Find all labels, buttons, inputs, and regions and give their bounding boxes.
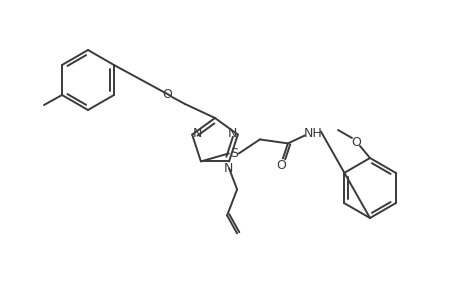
- Text: NH: NH: [303, 127, 322, 140]
- Text: S: S: [230, 147, 237, 160]
- Text: N: N: [192, 127, 202, 140]
- Text: N: N: [223, 162, 232, 175]
- Text: O: O: [350, 136, 360, 148]
- Text: O: O: [162, 88, 172, 100]
- Text: N: N: [228, 127, 237, 140]
- Text: O: O: [275, 159, 285, 172]
